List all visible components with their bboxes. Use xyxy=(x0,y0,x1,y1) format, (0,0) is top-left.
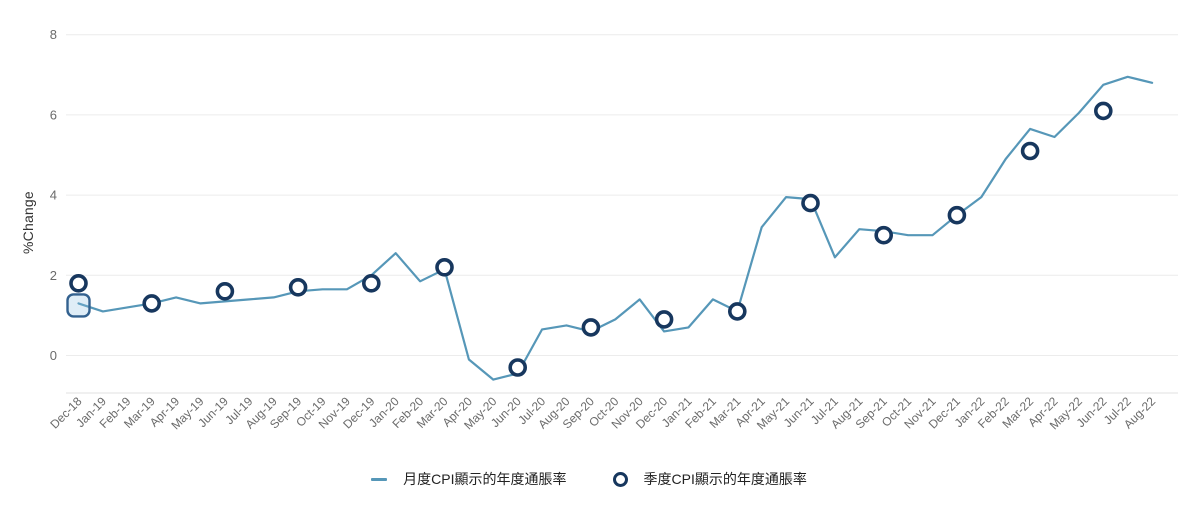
y-tick-label: 8 xyxy=(50,27,57,42)
quarterly-cpi-point[interactable] xyxy=(435,257,454,277)
quarterly-cpi-point[interactable] xyxy=(508,358,528,377)
y-tick-label: 4 xyxy=(50,188,57,203)
y-axis-title: %Change xyxy=(20,191,36,254)
quarterly-cpi-point[interactable] xyxy=(361,273,381,293)
quarterly-cpi-point[interactable] xyxy=(727,302,747,321)
circle-series-marker-icon xyxy=(612,471,628,487)
quarterly-cpi-point[interactable] xyxy=(1094,101,1113,121)
legend-item-monthly-cpi[interactable]: 月度CPI顯示的年度通脹率 xyxy=(371,469,567,489)
quarterly-cpi-point[interactable] xyxy=(1020,141,1040,161)
quarterly-cpi-point[interactable] xyxy=(801,193,820,213)
quarterly-cpi-point[interactable] xyxy=(874,225,894,245)
quarterly-cpi-point[interactable] xyxy=(581,318,601,337)
line-series-marker-icon xyxy=(371,477,388,481)
monthly-cpi-line[interactable] xyxy=(77,75,1154,381)
quarterly-cpi-point[interactable] xyxy=(654,310,674,329)
y-tick-label: 0 xyxy=(50,348,57,363)
quarterly-cpi-point[interactable] xyxy=(947,205,967,225)
y-tick-label: 6 xyxy=(50,107,57,122)
quarterly-cpi-point[interactable] xyxy=(215,281,235,301)
legend-item-quarterly-cpi[interactable]: 季度CPI顯示的年度通脹率 xyxy=(612,469,807,489)
quarterly-cpi-point[interactable] xyxy=(142,294,161,313)
selected-point-highlight[interactable] xyxy=(66,293,91,318)
quarterly-cpi-point[interactable] xyxy=(288,277,308,297)
legend-label-monthly: 月度CPI顯示的年度通脹率 xyxy=(403,471,567,487)
legend: 月度CPI顯示的年度通脹率 季度CPI顯示的年度通脹率 xyxy=(0,469,1178,489)
quarterly-cpi-point[interactable] xyxy=(69,273,88,293)
legend-label-quarterly: 季度CPI顯示的年度通脹率 xyxy=(643,471,807,487)
y-tick-label: 2 xyxy=(50,268,57,283)
